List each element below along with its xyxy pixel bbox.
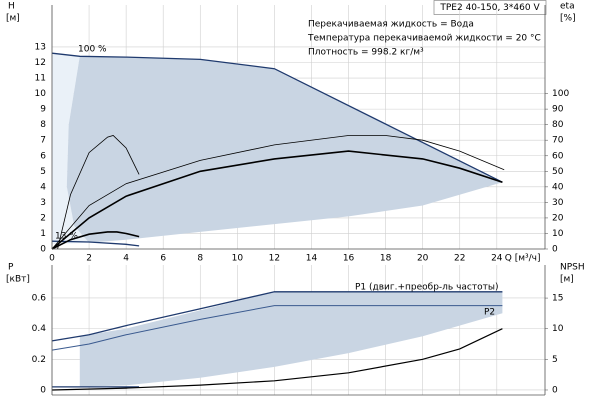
y2-tick-label: 10 [552, 229, 564, 239]
y2-axis-unit: [м] [560, 275, 574, 285]
x-tick-label: 2 [86, 254, 92, 264]
note: Плотность = 998.2 кг/м³ [308, 48, 424, 58]
y2-axis-unit: [%] [560, 14, 576, 24]
y-axis-label: P [8, 263, 14, 273]
y-tick-label: 3 [40, 198, 46, 208]
annotation: P2 [484, 308, 495, 318]
curve [51, 150, 503, 250]
area [52, 53, 90, 245]
y-tick-label: 7 [40, 136, 46, 146]
title-box [433, 0, 547, 15]
annotation: 13 % [55, 232, 78, 242]
y-tick-label: 1 [40, 229, 46, 239]
y2-tick-label: 20 [552, 213, 564, 223]
y2-axis-label: eta [560, 2, 575, 12]
curve [51, 328, 503, 391]
annotation: 100 % [78, 45, 107, 55]
area [66, 56, 503, 243]
y-tick-label: 4 [40, 182, 46, 192]
y2-tick-label: 40 [552, 182, 564, 192]
annotation: P1 (двиг.+преобр-ль частоты) [355, 283, 499, 293]
y-tick-label: 0 [40, 385, 46, 395]
x-tick-label: 6 [160, 254, 166, 264]
curve [51, 52, 503, 183]
y-tick-label: 9 [40, 105, 46, 115]
curve [51, 231, 140, 250]
y-tick-label: 8 [40, 120, 46, 130]
y-axis-label: H [8, 2, 15, 12]
x-tick-label: 18 [380, 254, 392, 264]
curve [51, 135, 505, 250]
y-axis-unit: [кВт] [6, 275, 30, 285]
y-tick-label: 5 [40, 167, 46, 177]
note: Перекачиваемая жидкость = Вода [308, 20, 474, 30]
y2-axis-label: NPSH [560, 263, 585, 273]
x-tick-label: 16 [343, 254, 355, 264]
x-tick-label: 22 [454, 254, 465, 264]
y-tick-label: 0.6 [32, 293, 47, 303]
y-tick-label: 11 [35, 74, 46, 84]
x-axis-label: Q [м³/ч] [505, 254, 541, 264]
y-tick-label: 0.4 [32, 324, 47, 334]
y2-tick-label: 30 [552, 198, 564, 208]
y2-tick-label: 70 [552, 136, 564, 146]
y2-tick-label: 0 [552, 385, 558, 395]
curve [51, 305, 503, 351]
curve [51, 291, 503, 342]
y2-tick-label: 15 [552, 294, 563, 304]
note: Температура перекачиваемой жидкости = 20… [307, 34, 541, 44]
y2-tick-label: 90 [552, 105, 564, 115]
x-tick-label: 12 [269, 254, 280, 264]
y-tick-label: 12 [35, 58, 46, 68]
chart-title: TPE2 40-150, 3*460 V [439, 3, 540, 13]
y2-tick-label: 60 [552, 151, 564, 161]
y-tick-label: 10 [35, 89, 47, 99]
y-tick-label: 0.2 [32, 355, 46, 365]
x-tick-label: 4 [123, 254, 129, 264]
y-tick-label: 13 [35, 42, 46, 52]
x-tick-label: 10 [232, 254, 244, 264]
x-tick-label: 0 [49, 254, 55, 264]
x-tick-label: 20 [417, 254, 429, 264]
y-tick-label: 2 [40, 213, 46, 223]
y2-tick-label: 5 [552, 355, 558, 365]
curve [51, 240, 140, 247]
y2-tick-label: 100 [552, 89, 569, 99]
x-tick-label: 8 [197, 254, 203, 264]
y2-tick-label: 80 [552, 120, 564, 130]
x-tick-label: 14 [306, 254, 318, 264]
x-tick-label: 24 [491, 254, 503, 264]
y-tick-label: 0 [40, 245, 46, 255]
y-tick-label: 6 [40, 151, 46, 161]
y2-tick-label: 10 [552, 324, 564, 334]
area [79, 291, 503, 387]
y2-tick-label: 50 [552, 167, 564, 177]
y2-tick-label: 0 [552, 245, 558, 255]
curve [57, 135, 140, 250]
y-axis-unit: [м] [6, 14, 20, 24]
